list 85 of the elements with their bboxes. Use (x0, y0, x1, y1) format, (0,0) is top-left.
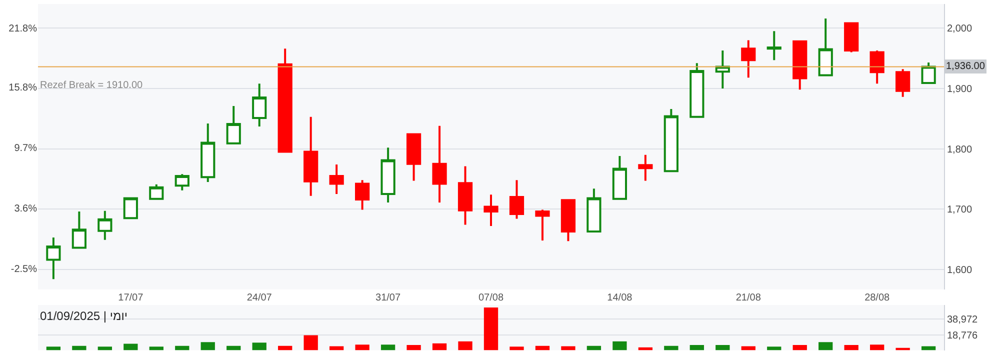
y2-tick-label: -2.5% (10, 264, 38, 276)
bar (149, 346, 164, 350)
x-tick-label: 14/08 (607, 292, 633, 304)
bar (406, 345, 421, 350)
bar (304, 335, 318, 350)
y-tick-label: 2,000 (947, 24, 972, 35)
bar (510, 346, 524, 350)
candlestick (741, 39, 756, 79)
x-tick-label: 24/07 (246, 292, 272, 304)
bar (252, 342, 266, 350)
bar (690, 345, 704, 350)
y-tick-label: 1,800 (947, 144, 972, 156)
x-tick-label: 21/08 (736, 292, 762, 304)
y-tick-label: 18,776 (947, 330, 978, 342)
candlestick (766, 30, 782, 62)
bar (716, 345, 730, 350)
y2-tick-label: 21.8% (8, 23, 38, 34)
y-tick-label: 38,972 (947, 314, 978, 326)
candlestick (149, 183, 164, 200)
ref-line-label: 1,936.00 (946, 61, 986, 72)
y2-tick-label: 9.7% (14, 143, 38, 154)
bar (72, 346, 86, 350)
bar (818, 342, 833, 350)
candlestick (304, 116, 318, 197)
x-tick-label: 07/08 (478, 292, 504, 304)
candlestick (896, 68, 910, 98)
annotation: יומי | 01/09/2025 (40, 309, 128, 323)
x-tick-label: 28/08 (864, 292, 890, 304)
bar (380, 344, 396, 350)
candlestick (818, 17, 833, 76)
candlestick (870, 49, 884, 85)
candlestick (46, 236, 61, 280)
candlestick (355, 179, 370, 211)
bar (484, 307, 498, 350)
candlestick (664, 108, 678, 172)
bar (921, 346, 936, 350)
bar (200, 342, 215, 350)
x-tick-label: 31/07 (376, 292, 401, 304)
y-tick-label: 1,600 (947, 264, 972, 276)
bar (792, 345, 807, 350)
candlestick (174, 173, 190, 192)
candlestick (715, 49, 730, 90)
y-tick-label: 1,700 (947, 204, 972, 216)
candlestick (98, 210, 112, 241)
candlestick (123, 197, 138, 220)
bar (741, 346, 756, 350)
candlestick (278, 48, 292, 153)
bar (458, 341, 472, 350)
candlestick (226, 104, 241, 144)
y2-tick-label: 3.6% (14, 204, 38, 215)
candlestick (612, 155, 627, 200)
bar (432, 343, 447, 350)
candlestick (252, 82, 267, 128)
candlestick (432, 124, 447, 204)
bar (124, 344, 138, 350)
bar (355, 344, 370, 350)
y2-tick-label: 15.8% (8, 82, 38, 94)
candlestick (535, 208, 550, 242)
bar (870, 344, 884, 350)
bar (46, 346, 61, 350)
candlestick (586, 188, 602, 232)
candlestick (560, 199, 576, 242)
candlestick (380, 146, 396, 204)
annotation: Rezef Break = 1910.00 (40, 80, 144, 91)
y-tick-label: 1,900 (947, 84, 972, 95)
candlestick (484, 194, 498, 228)
bar (98, 346, 112, 350)
candlestick (329, 163, 344, 196)
candlestick (458, 165, 473, 226)
candlestick (200, 122, 216, 183)
bar (844, 345, 858, 350)
candlestick (690, 62, 704, 118)
bar (767, 346, 782, 350)
bar (561, 346, 576, 350)
candlestick (638, 154, 653, 182)
candlestick (792, 40, 808, 91)
candlestick (844, 22, 859, 54)
x-tick-label: 17/07 (118, 292, 144, 304)
bar (664, 346, 678, 350)
candlestick (406, 133, 422, 182)
candlestick (509, 179, 524, 220)
candlestick (921, 62, 936, 84)
candlestick (72, 210, 86, 249)
bar (612, 341, 627, 350)
bar (329, 346, 344, 350)
